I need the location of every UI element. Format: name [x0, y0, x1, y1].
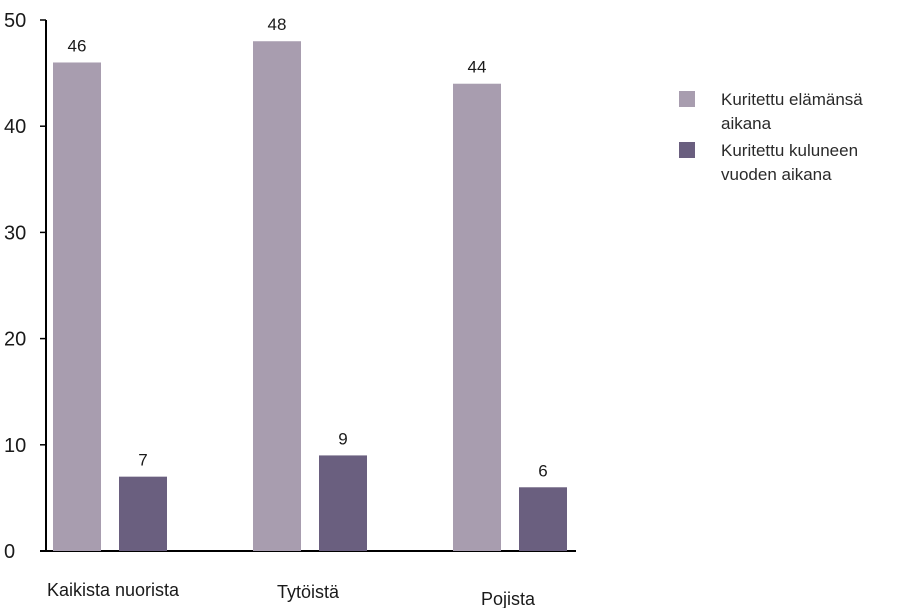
y-tick-label: 20	[4, 329, 26, 351]
legend-item-lifetime: Kuritettu elämänsä aikana	[679, 88, 899, 136]
bar-lifetime	[253, 41, 301, 552]
y-tick-label: 0	[4, 541, 15, 563]
data-label: 7	[138, 451, 147, 470]
bars	[53, 41, 567, 552]
legend-swatch-past-year	[679, 142, 695, 158]
y-tick-label: 50	[4, 10, 26, 32]
bar-lifetime	[453, 83, 501, 551]
bar-past-year	[119, 476, 167, 551]
y-tick-label: 10	[4, 435, 26, 457]
legend-item-past-year: Kuritettu kuluneen vuoden aikana	[679, 139, 899, 187]
legend-swatch-lifetime	[679, 91, 695, 107]
data-label: 48	[268, 15, 287, 34]
category-labels: Kaikista nuorista Tytöistä Pojista	[47, 580, 536, 608]
data-label: 9	[338, 429, 347, 448]
data-label: 46	[68, 36, 87, 55]
bar-past-year	[519, 487, 567, 551]
bar-past-year	[319, 455, 367, 551]
bar-lifetime	[53, 62, 101, 551]
legend: Kuritettu elämänsä aikana Kuritettu kulu…	[679, 88, 899, 190]
data-label: 44	[468, 58, 487, 77]
data-labels: 46 7 48 9 44 6	[68, 15, 548, 480]
category-label: Kaikista nuorista	[47, 580, 180, 600]
category-label: Tytöistä	[277, 582, 340, 602]
legend-label-past-year: Kuritettu kuluneen vuoden aikana	[721, 141, 859, 184]
legend-label-lifetime: Kuritettu elämänsä aikana	[721, 90, 863, 133]
data-label: 6	[538, 461, 547, 480]
y-axis: 0 10 20 30 40 50	[4, 10, 47, 563]
y-tick-label: 30	[4, 222, 26, 244]
category-label: Pojista	[481, 589, 536, 608]
y-tick-label: 40	[4, 116, 26, 138]
